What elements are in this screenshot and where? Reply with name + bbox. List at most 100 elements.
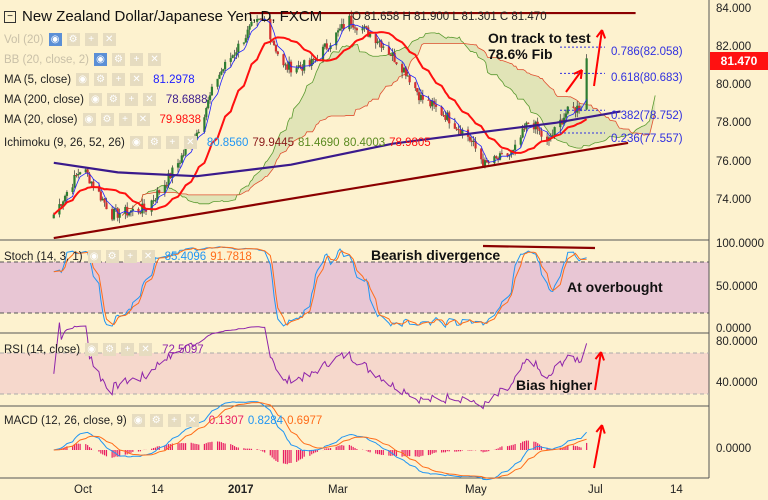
eye-icon[interactable]: ◉ [76,73,90,86]
candle-body [448,112,451,124]
candle-body [500,153,504,155]
candle-body [220,71,223,75]
legend-vol[interactable]: Vol (20) ◉ ⚙ + ✕ [4,33,116,46]
grid [0,0,710,479]
gear-icon[interactable]: ⚙ [100,113,114,126]
plus-icon[interactable]: + [130,53,144,66]
eye-icon[interactable]: ◉ [94,53,108,66]
candle-body [310,58,313,66]
ichimoku-span-b-value: 78.9805 [389,136,431,149]
candle-body [144,209,148,212]
legend-macd[interactable]: MACD (12, 26, close, 9) ◉ ⚙ + ✕ 0.1307 0.8284 0… [4,414,322,427]
plus-icon[interactable]: + [112,73,126,86]
close-icon[interactable]: ✕ [139,343,153,356]
candle-body [444,115,447,120]
gear-icon[interactable]: ⚙ [94,73,108,86]
symbol-title: New Zealand Dollar/Japanese Yen, D, FXCM [22,8,323,25]
eye-icon[interactable]: ◉ [88,93,102,106]
close-icon[interactable]: ✕ [183,136,197,149]
candle-body [65,192,69,196]
close-icon[interactable]: ✕ [148,53,162,66]
legend-ma200[interactable]: MA (200, close) ◉ ⚙ + ✕ 78.6888 [4,93,207,106]
candle-body [272,40,276,46]
candle-body [440,106,443,116]
candle-body [336,30,340,33]
collapse-icon[interactable]: − [4,10,16,23]
candle-body [284,64,287,66]
legend-rsi[interactable]: RSI (14, close) ◉ ⚙ + ✕ 72.5097 [4,343,204,356]
legend-stoch[interactable]: Stoch (14, 3, 1) ◉ ⚙ + ✕ 85.4096 91.7818 [4,250,252,263]
candle-body [242,42,246,44]
arrow-up-price [593,29,603,87]
candle-body [86,169,89,174]
candle-body [506,153,509,157]
gear-icon[interactable]: ⚙ [103,343,117,356]
candle-body [546,136,549,141]
candle-body [77,174,80,176]
gear-icon[interactable]: ⚙ [149,414,163,427]
close-icon[interactable]: ✕ [102,33,116,46]
candle-body [323,43,327,47]
eye-icon[interactable]: ◉ [82,113,96,126]
candle-body [429,100,432,107]
close-icon[interactable]: ✕ [136,113,150,126]
legend-ichimoku[interactable]: Ichimoku (9, 26, 52, 26) ◉ ⚙ + ✕ 80.8560 79.9… [4,136,431,149]
candle-body [481,159,485,166]
candle-body [208,95,212,100]
annotation-bias: Bias higher [516,377,593,393]
close-icon[interactable]: ✕ [142,93,156,106]
candle-body [378,40,381,42]
candle-body [513,144,517,150]
eye-icon[interactable]: ◉ [87,250,101,263]
candle-body [404,67,407,76]
candle-body [99,191,102,201]
legend-ma5[interactable]: MA (5, close) ◉ ⚙ + ✕ 81.2978 [4,73,195,86]
annotation-fib-target: On track to test 78.6% Fib [488,30,591,62]
candle-body [574,107,577,113]
candle-body [141,203,144,214]
candle-body [163,184,166,193]
indicator-lines [53,18,621,481]
candle-body [139,212,142,214]
gear-icon[interactable]: ⚙ [106,93,120,106]
gear-icon[interactable]: ⚙ [112,53,126,66]
ichimoku-conversion-value: 80.8560 [206,136,249,149]
candle-body [131,208,134,211]
close-icon[interactable]: ✕ [130,73,144,86]
eye-icon[interactable]: ◉ [48,33,62,46]
candle-body [195,132,198,139]
close-icon[interactable]: ✕ [141,250,155,263]
candle-body [312,58,315,61]
eye-icon[interactable]: ◉ [85,343,99,356]
arrow-up-rsi-head [600,351,605,361]
candle-body [124,206,127,214]
candle-body [321,46,325,61]
candle-body [553,127,556,136]
candle-body [84,169,87,173]
plus-icon[interactable]: + [124,93,138,106]
legend-label: Stoch (14, 3, 1) [4,250,83,263]
plus-icon[interactable]: + [165,136,179,149]
eye-icon[interactable]: ◉ [129,136,143,149]
gear-icon[interactable]: ⚙ [105,250,119,263]
plus-icon[interactable]: + [84,33,98,46]
time-tick: Mar [328,484,348,496]
candle-body [414,82,417,89]
plus-icon[interactable]: + [123,250,137,263]
plus-icon[interactable]: + [167,414,181,427]
support-trendline [53,141,629,240]
gear-icon[interactable]: ⚙ [66,33,80,46]
gear-icon[interactable]: ⚙ [147,136,161,149]
candle-body [216,78,219,87]
close-icon[interactable]: ✕ [185,414,199,427]
candle-body [387,46,391,55]
legend-ma20[interactable]: MA (20, close) ◉ ⚙ + ✕ 79.9838 [4,113,201,126]
plus-icon[interactable]: + [118,113,132,126]
candle-body [363,26,366,29]
eye-icon[interactable]: ◉ [131,414,145,427]
plus-icon[interactable]: + [121,343,135,356]
legend-bb[interactable]: BB (20, close, 2) ◉ ⚙ + ✕ [4,53,162,66]
candle-body [493,156,496,164]
legend-label: BB (20, close, 2) [4,53,90,66]
